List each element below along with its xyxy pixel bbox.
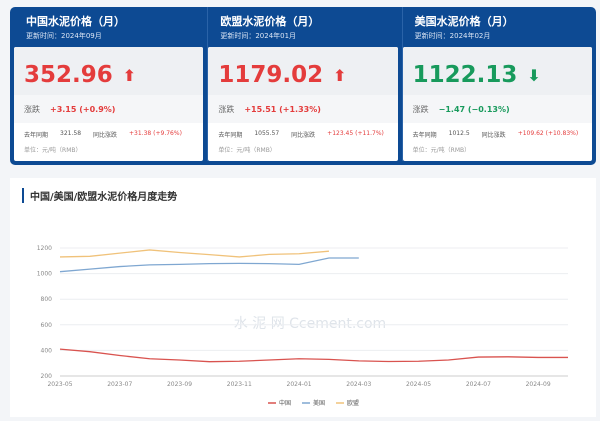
x-tick-label: 2023-11 — [227, 381, 252, 388]
series-line-2 — [59, 249, 329, 258]
arrow-up-icon: ⬆ — [122, 65, 137, 85]
chart-title: 中国/美国/欧盟水泥价格月度走势 — [22, 188, 177, 203]
change-value: +3.15 (+0.9%) — [50, 104, 116, 114]
yoy-change: +123.45 (+11.7%) — [327, 130, 384, 137]
y-tick-label: 600 — [41, 322, 53, 329]
yoy-change-label: 同比涨跌 — [481, 132, 506, 139]
price-card[interactable]: 中国水泥价格（月） 更新时间：2024年09月 352.96 ⬆ 涨跌 +3.15 (… — [14, 7, 204, 161]
y-tick-label: 1000 — [37, 271, 52, 278]
yoy-change-label: 同比涨跌 — [291, 132, 316, 139]
yoy-change: +31.38 (+9.76%) — [129, 130, 182, 137]
card-updated: 更新时间：2024年01月 — [220, 32, 297, 40]
arrow-up-icon: ⬆ — [333, 65, 347, 85]
y-tick-label: 400 — [41, 347, 53, 354]
change-label: 涨跌 — [412, 104, 429, 114]
price-cards: 中国水泥价格（月） 更新时间：2024年09月 352.96 ⬆ 涨跌 +3.15 (… — [10, 7, 596, 165]
card-price: 352.96 — [24, 62, 113, 88]
yoy-change: +109.62 (+10.83%) — [517, 130, 579, 137]
arrow-down-icon: ⬇ — [527, 65, 541, 85]
legend-item[interactable]: 欧盟 — [347, 399, 359, 407]
series-line-1 — [59, 257, 359, 273]
x-tick-label: 2023-09 — [167, 381, 192, 388]
legend-item[interactable]: 美国 — [313, 399, 325, 407]
yoy-value: 1055.57 — [254, 130, 280, 137]
card-title: 欧盟水泥价格（月） — [220, 15, 320, 28]
x-tick-label: 2024-05 — [406, 381, 431, 388]
yoy-label: 去年同期 — [412, 132, 437, 139]
y-tick-label: 1200 — [37, 245, 52, 252]
series-line-0 — [59, 348, 568, 363]
card-updated: 更新时间：2024年09月 — [26, 32, 102, 40]
card-title: 中国水泥价格（月） — [26, 15, 125, 28]
yoy-value: 1012.5 — [448, 130, 470, 137]
x-tick-label: 2023-05 — [47, 381, 72, 388]
line-chart: 水 泥 网 Ccement.com 200 400 600 800 1000 1200 202… — [37, 245, 568, 407]
change-value: −1.47 (−0.13%) — [438, 104, 510, 114]
yoy-value: 321.58 — [60, 130, 82, 137]
card-price: 1179.02 — [218, 62, 324, 88]
x-tick-label: 2024-09 — [526, 381, 551, 388]
y-tick-label: 200 — [41, 373, 53, 380]
change-value: +15.51 (+1.33%) — [244, 104, 321, 114]
card-title: 美国水泥价格（月） — [414, 15, 514, 28]
card-price: 1122.13 — [412, 62, 518, 88]
unit-label: 单位：元/吨（RMB） — [24, 147, 82, 154]
x-tick-label: 2024-07 — [466, 381, 491, 388]
x-tick-label: 2023-07 — [107, 381, 132, 388]
change-label: 涨跌 — [218, 104, 235, 114]
trend-chart-panel: 中国/美国/欧盟水泥价格月度走势 水 泥 网 Ccement.com 200 400… — [10, 178, 596, 417]
yoy-label: 去年同期 — [218, 132, 243, 139]
change-label: 涨跌 — [24, 104, 40, 114]
y-tick-label: 800 — [41, 296, 53, 303]
unit-label: 单位：元/吨（RMB） — [218, 147, 276, 154]
unit-label: 单位：元/吨（RMB） — [412, 147, 471, 154]
price-card[interactable]: 欧盟水泥价格（月） 更新时间：2024年01月 1179.02 ⬆ 涨跌 +15.51… — [207, 7, 398, 161]
x-tick-label: 2024-01 — [287, 381, 312, 388]
price-card[interactable]: 美国水泥价格（月） 更新时间：2024年02月 1122.13 ⬇ 涨跌 −1.47 … — [401, 7, 592, 161]
x-tick-label: 2024-03 — [346, 381, 371, 388]
legend-item[interactable]: 中国 — [279, 399, 291, 407]
yoy-label: 去年同期 — [24, 132, 49, 139]
card-updated: 更新时间：2024年02月 — [414, 32, 491, 40]
watermark: 水 泥 网 Ccement.com — [234, 316, 386, 332]
yoy-change-label: 同比涨跌 — [93, 132, 118, 139]
